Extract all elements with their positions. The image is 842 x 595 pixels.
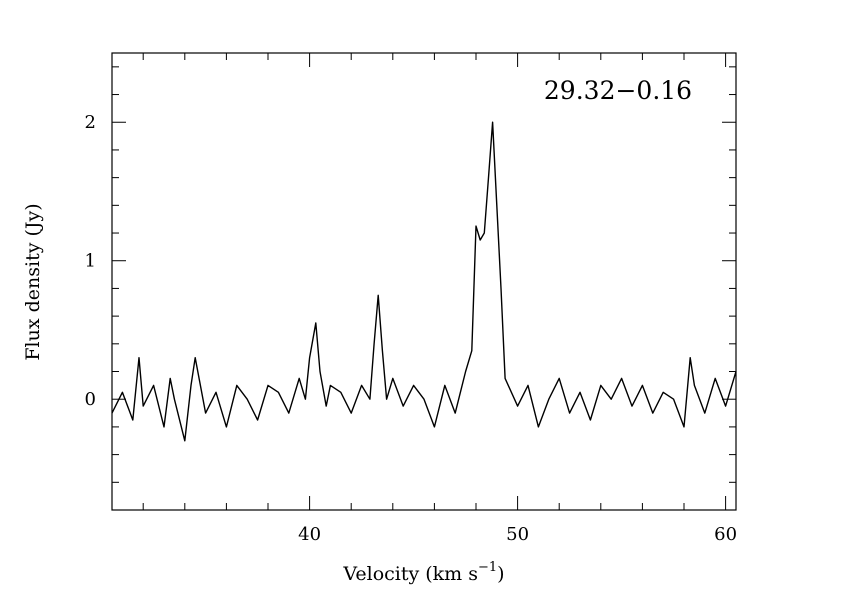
y-tick-label: 1 xyxy=(85,251,96,272)
x-tick-label: 40 xyxy=(298,524,321,545)
x-tick-label: 60 xyxy=(714,524,737,545)
x-axis-label: Velocity (km s−1) xyxy=(342,560,504,585)
y-tick-label: 0 xyxy=(85,389,96,410)
tick-labels: 40 50 60 0 1 2 xyxy=(85,112,738,545)
x-tick-label: 50 xyxy=(506,524,529,545)
y-tick-label: 2 xyxy=(85,112,96,133)
y-axis-label: Flux density (Jy) xyxy=(22,203,44,360)
axis-ticks xyxy=(112,53,736,510)
plot-frame xyxy=(111,52,737,511)
source-annotation: 29.32−0.16 xyxy=(544,76,692,105)
spectrum-line xyxy=(111,121,737,442)
